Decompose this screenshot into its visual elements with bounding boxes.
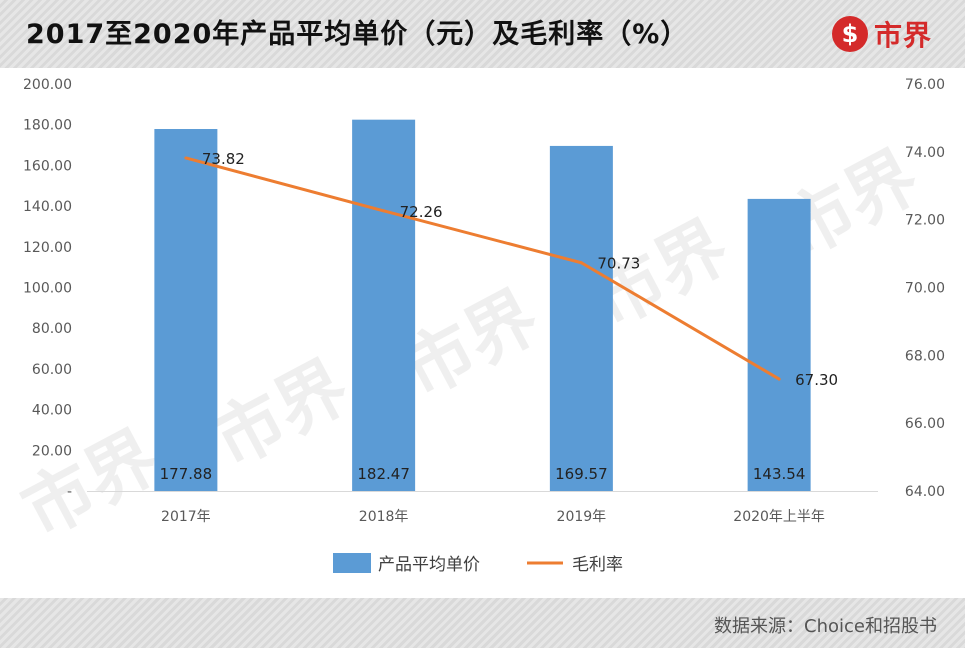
- line-data-label: 73.82: [202, 150, 245, 168]
- line-point: [184, 156, 188, 160]
- y-left-tick-label: 60.00: [32, 362, 72, 378]
- y-right-tick-label: 64.00: [905, 484, 945, 500]
- line-point: [579, 261, 583, 265]
- y-right-tick-label: 66.00: [905, 416, 945, 432]
- line-point: [382, 209, 386, 213]
- legend-line-label: 毛利率: [572, 555, 623, 575]
- bar: [154, 129, 218, 491]
- line-data-label: 70.73: [597, 255, 640, 273]
- x-tick-label: 2020年上半年: [733, 509, 825, 525]
- watermark-text-1: 市界: [199, 345, 361, 483]
- y-right-tick-label: 68.00: [905, 348, 945, 364]
- y-right-tick-label: 76.00: [905, 77, 945, 93]
- x-tick-label: 2017年: [161, 509, 211, 525]
- bar-data-label: 169.57: [555, 465, 608, 483]
- logo-text: 市界: [874, 19, 933, 52]
- bar-data-label: 182.47: [357, 465, 410, 483]
- legend-bar-label: 产品平均单价: [378, 555, 480, 575]
- bar: [352, 119, 416, 491]
- y-left-tick-label: 80.00: [32, 321, 72, 337]
- bar: [747, 198, 811, 491]
- chart-title: 2017至2020年产品平均单价（元）及毛利率（%）: [26, 19, 689, 50]
- legend-bar-swatch: [333, 553, 371, 573]
- header-band: [0, 0, 965, 68]
- combo-chart: 市界市界市界市界市界-20.0040.0060.0080.00100.00120…: [9, 77, 945, 575]
- y-left-tick-label: 100.00: [23, 281, 72, 297]
- y-right-tick-label: 72.00: [905, 213, 945, 229]
- source-note: 数据来源：Choice和招股书: [714, 616, 937, 637]
- bar-data-label: 143.54: [753, 465, 806, 483]
- x-tick-label: 2018年: [359, 509, 409, 525]
- logo-icon: $: [832, 16, 868, 52]
- line-data-label: 72.26: [400, 203, 443, 221]
- y-left-tick-label: 40.00: [32, 403, 72, 419]
- series-line: [185, 156, 780, 381]
- line-data-label: 67.30: [795, 371, 838, 389]
- y-right-tick-label: 74.00: [905, 145, 945, 161]
- bar-data-label: 177.88: [160, 465, 213, 483]
- y-left-tick-label: 20.00: [32, 443, 72, 459]
- footer-band: [0, 598, 965, 648]
- brand-logo: $ 市界: [832, 14, 932, 54]
- y-left-tick-label: 160.00: [23, 158, 72, 174]
- watermark-text-0: 市界: [9, 415, 171, 553]
- y-left-tick-label: 200.00: [23, 77, 72, 93]
- y-left-tick-label: -: [67, 484, 72, 500]
- y-left-tick-label: 120.00: [23, 240, 72, 256]
- y-right-tick-label: 70.00: [905, 281, 945, 297]
- line-point: [777, 377, 781, 381]
- y-left-tick-label: 140.00: [23, 199, 72, 215]
- x-tick-label: 2019年: [557, 509, 607, 525]
- y-left-tick-label: 180.00: [23, 118, 72, 134]
- bar: [549, 145, 613, 491]
